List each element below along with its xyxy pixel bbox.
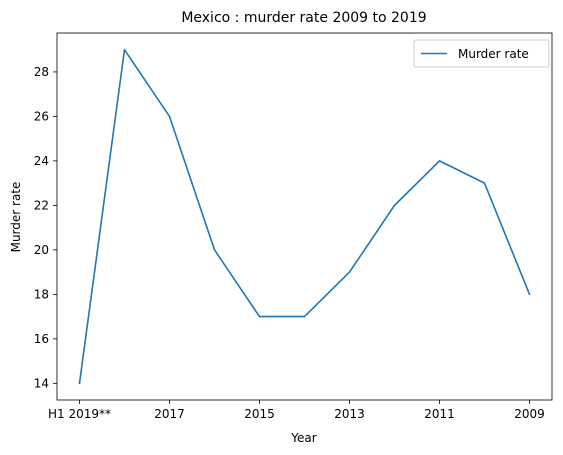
x-tick-label: H1 2019** [48,407,111,421]
y-tick-label: 26 [34,109,49,123]
legend-entry-murder-rate: Murder rate [458,47,529,61]
y-axis-label: Murder rate [9,182,23,253]
y-tick-label: 24 [34,154,49,168]
x-axis-label: Year [290,431,316,445]
legend-frame [413,39,550,68]
y-tick-label: 14 [34,376,49,390]
x-tick-label: 2013 [334,407,365,421]
legend: Murder rate [413,39,550,68]
y-tick-label: 28 [34,65,49,79]
axes-frame [56,32,553,401]
plot-area: 14 16 18 20 22 24 26 28 H1 2019** 2017 2015 2013 201… [34,32,553,421]
y-tick-label: 18 [34,287,49,301]
x-tick-label: 2009 [514,407,545,421]
y-tick-label: 16 [34,332,49,346]
x-tick-label: 2017 [154,407,185,421]
x-tick-label: 2011 [424,407,455,421]
series-line-murder-rate [78,48,531,385]
x-tick-label: 2015 [244,407,275,421]
chart-title: Mexico : murder rate 2009 to 2019 [181,10,426,26]
y-tick-label: 22 [34,198,49,212]
y-tick-label: 20 [34,243,49,257]
